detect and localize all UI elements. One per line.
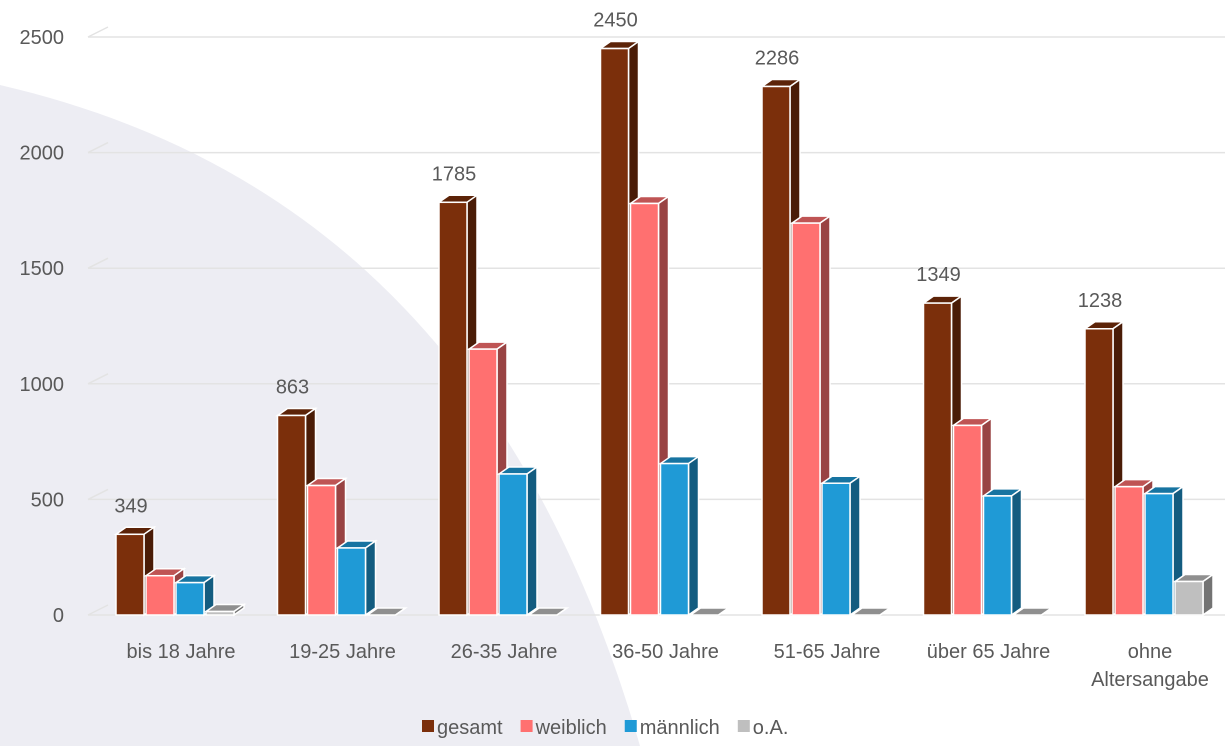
gridline-side	[87, 141, 109, 154]
x-category-label: ohne	[1128, 641, 1173, 663]
bar-front	[1174, 580, 1204, 616]
bar-männlich-5	[981, 487, 1024, 617]
x-category-label: 26-35 Jahre	[451, 641, 558, 663]
y-tick-label: 0	[53, 605, 64, 627]
bar-front	[629, 202, 660, 616]
bar-front	[498, 473, 528, 616]
bar-side	[556, 607, 568, 616]
bar-side	[718, 607, 729, 616]
bar-o.A.-3	[688, 607, 731, 616]
y-tick-label: 1500	[20, 258, 65, 280]
bar-front	[659, 462, 690, 616]
bar-front	[468, 348, 498, 616]
bar-o.A.-1	[365, 607, 408, 616]
bar-männlich-1	[335, 539, 378, 617]
bar-o.A.-4	[849, 607, 893, 616]
legend-swatch	[520, 720, 533, 732]
bar-front	[115, 533, 145, 616]
bar-side	[364, 539, 377, 617]
legend-swatch	[737, 720, 750, 732]
x-axis: bis 18 Jahre 19-25 Jahre 26-35 Jahre 36-50 …	[127, 641, 1209, 691]
bar-männlich-0	[173, 574, 217, 617]
bar-o.A.-5	[1011, 607, 1054, 616]
bar-front	[761, 85, 791, 616]
y-axis: 0 500 1000 1500 2000 2500	[20, 27, 65, 627]
bar-side	[687, 455, 700, 617]
data-label: 863	[276, 376, 309, 398]
bar-front	[1144, 492, 1174, 616]
bar-o.A.-6	[1172, 573, 1216, 617]
data-label: 2286	[755, 47, 800, 69]
legend-label: weiblich	[535, 717, 607, 739]
legend-label: männlich	[640, 717, 720, 739]
x-category-label: bis 18 Jahre	[127, 641, 236, 663]
gridline-side	[87, 488, 109, 501]
bar-front	[438, 201, 468, 616]
y-tick-label: 1000	[20, 374, 65, 396]
bar-o.A.-2	[526, 607, 570, 616]
bars	[113, 40, 1216, 617]
bar-front	[276, 414, 307, 616]
legend-swatch	[422, 720, 434, 732]
data-label: 349	[114, 495, 147, 517]
x-category-label: 51-65 Jahre	[774, 641, 881, 663]
x-category-label: Altersangabe	[1091, 669, 1209, 691]
bar-side	[1202, 573, 1214, 617]
gridline-side	[87, 373, 109, 385]
legend: gesamt weiblich männlich o.A.	[422, 717, 788, 739]
bar-front	[599, 47, 630, 616]
bar-side	[879, 607, 891, 616]
bar-weiblich-0	[143, 567, 187, 617]
bar-side	[395, 607, 406, 616]
data-label: 1349	[916, 264, 961, 286]
bar-front	[982, 495, 1013, 616]
bar-side	[526, 465, 538, 617]
bar-side	[1041, 607, 1052, 616]
bar-weiblich-3	[628, 195, 671, 617]
bar-front	[205, 610, 235, 616]
legend-label: o.A.	[753, 717, 789, 739]
bar-front	[821, 482, 851, 616]
bar-front	[1114, 485, 1144, 616]
bar-side	[849, 474, 861, 617]
gridline-side	[87, 257, 109, 269]
x-category-label: 19-25 Jahre	[289, 641, 396, 663]
data-label: 1238	[1078, 290, 1123, 312]
bar-front	[175, 581, 205, 616]
x-category-label: über 65 Jahre	[927, 641, 1050, 663]
bar-front	[791, 222, 821, 616]
bar-front	[922, 302, 953, 616]
legend-swatch	[624, 720, 637, 732]
bar-männlich-4	[819, 474, 863, 617]
data-label: 1785	[432, 163, 477, 185]
bar-front	[145, 574, 175, 616]
gridline-side	[87, 26, 109, 38]
legend-label: gesamt	[437, 717, 503, 739]
bar-männlich-3	[658, 455, 701, 617]
bar-front	[1084, 328, 1114, 616]
bar-o.A.-0	[203, 603, 247, 617]
bar-front	[952, 424, 983, 616]
y-tick-label: 2000	[20, 143, 65, 165]
y-tick-label: 2500	[20, 27, 65, 49]
data-label: 2450	[593, 10, 638, 32]
bar-front	[336, 547, 367, 616]
y-tick-label: 500	[31, 489, 64, 511]
bar-front	[306, 484, 337, 616]
data-labels: 349 863 1785 2450 2286 1349 1238	[114, 10, 1122, 518]
bar-side	[1010, 487, 1023, 617]
bar-männlich-2	[496, 465, 540, 617]
gridline-side	[87, 604, 109, 616]
x-category-label: 36-50 Jahre	[612, 641, 719, 663]
